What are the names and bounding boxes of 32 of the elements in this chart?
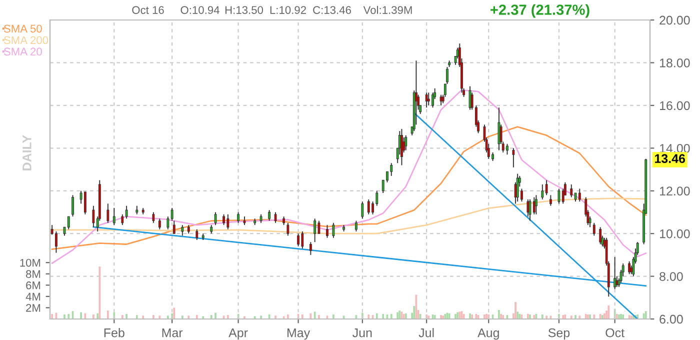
x-tick-label: Jun — [352, 328, 372, 338]
y2-tick-label: 4M — [26, 292, 40, 300]
annotation: 13.46 — [654, 154, 686, 164]
y-tick-label: 10.00 — [660, 229, 690, 238]
legend-label: SMA 20 — [4, 48, 42, 56]
y-tick-label: 6.00 — [660, 314, 683, 324]
y-tick-label: 8.00 — [660, 272, 683, 281]
y-tick-label: 18.00 — [660, 58, 690, 68]
legend-label: SMA 50 — [4, 24, 42, 33]
x-tick-label: Aug — [478, 328, 499, 340]
x-tick-label: Apr — [228, 328, 248, 340]
x-tick-label: Oct — [606, 328, 624, 338]
text: O:10.94 — [180, 6, 220, 14]
x-tick-label: May — [287, 328, 310, 340]
x-tick-label: Jul — [418, 328, 434, 338]
y-tick-label: 20.00 — [660, 16, 690, 25]
text: Oct 16 — [132, 6, 164, 14]
y2-tick-label: 8M — [26, 270, 40, 278]
x-tick-label: Mar — [162, 328, 183, 338]
y2-tick-label: 6M — [26, 281, 40, 290]
x-tick-label: Sep — [548, 328, 570, 340]
text: C:13.46 — [313, 6, 351, 14]
text: H:13.50 — [225, 6, 264, 14]
x-tick-label: Feb — [104, 328, 124, 338]
y-tick-label: 12.00 — [660, 186, 690, 196]
text: Vol:1.39M — [363, 6, 412, 14]
y2-tick-label: 2M — [26, 304, 40, 312]
legend-label: SMA 200 — [4, 36, 48, 44]
y2-tick-label: 10M — [20, 258, 40, 267]
y-tick-label: 16.00 — [660, 101, 690, 110]
text: +2.37 (21.37%) — [490, 4, 590, 18]
text: L:10.92 — [270, 6, 306, 14]
